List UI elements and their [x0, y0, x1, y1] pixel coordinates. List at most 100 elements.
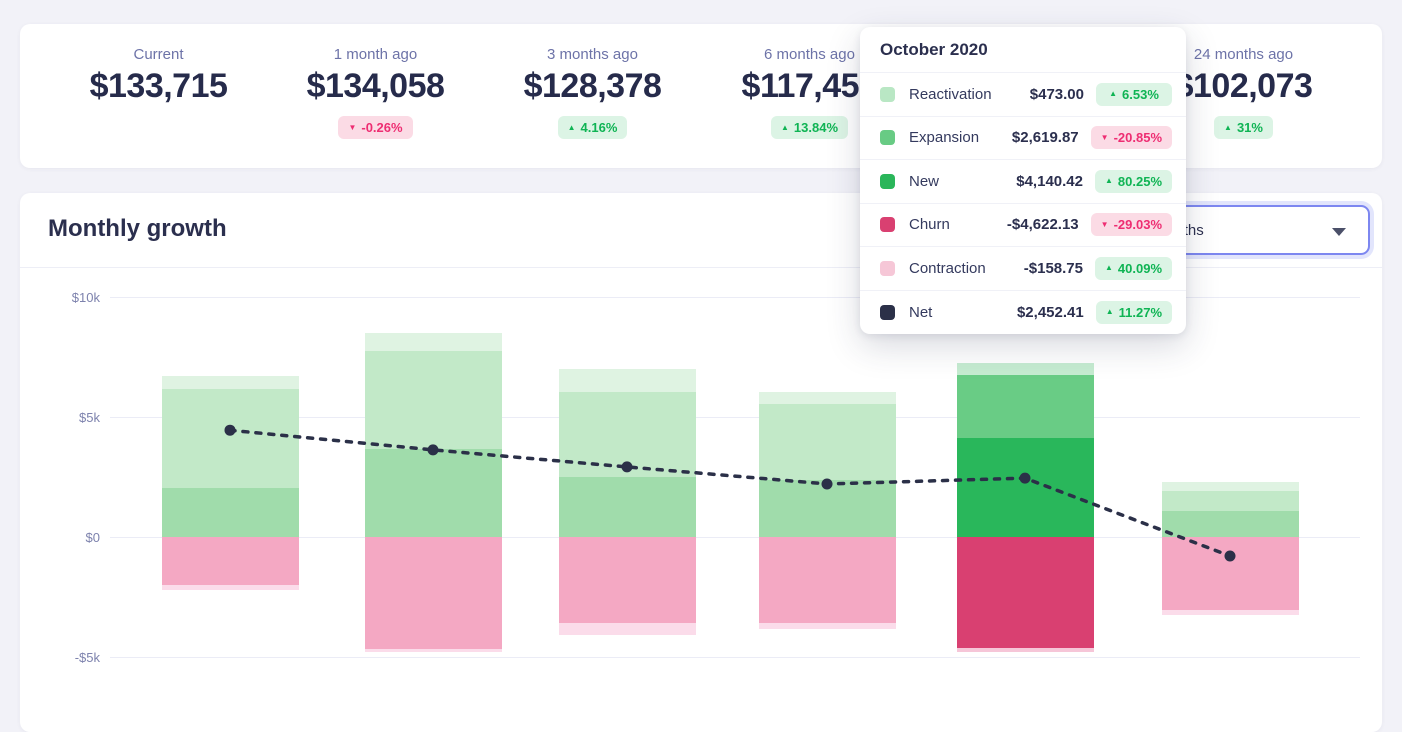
tooltip-row-value: -$158.75 — [1023, 259, 1083, 277]
bar-segment-expansion[interactable] — [161, 389, 299, 488]
change-badge: ▼ -29.03% — [1090, 213, 1172, 237]
stat-6-months-ago[interactable]: 6 months ago $117,459 ▲ 13.84% — [701, 46, 918, 168]
bar-segment-new[interactable] — [956, 437, 1094, 537]
net-data-point[interactable] — [1224, 550, 1236, 562]
bar-segment-new[interactable] — [558, 477, 696, 537]
tooltip-row-expansion: Expansion $2,619.87 ▼ -20.85% — [860, 117, 1186, 160]
churn-swatch-icon — [880, 217, 895, 233]
bar-segment-churn[interactable] — [558, 537, 696, 624]
expansion-swatch-icon — [880, 130, 895, 146]
y-axis-tick-label: -$5k — [74, 650, 100, 665]
stat-value: $117,459 — [741, 67, 878, 105]
arrow-up-icon: ▲ — [1104, 263, 1113, 273]
bar-segment-reactivation[interactable] — [758, 391, 896, 404]
tooltip-row-value: $4,140.42 — [1016, 172, 1083, 190]
stat-1-month-ago[interactable]: 1 month ago $134,058 ▼ -0.26% — [267, 46, 484, 168]
bar-segment-reactivation[interactable] — [1161, 482, 1299, 492]
tooltip-row-label: Expansion — [909, 129, 980, 147]
arrow-up-icon: ▲ — [780, 122, 789, 132]
stat-24-months-ago[interactable]: 24 months ago $102,073 ▲ 31% — [1135, 46, 1352, 168]
net-data-point[interactable] — [821, 478, 833, 490]
bar-segment-reactivation[interactable] — [558, 369, 696, 392]
gridline — [110, 537, 1360, 538]
net-data-point[interactable] — [621, 461, 633, 473]
contraction-swatch-icon — [880, 260, 895, 276]
arrow-down-icon: ▼ — [1100, 132, 1109, 142]
tooltip-row-label: Net — [909, 303, 933, 321]
tooltip-row-value: $2,452.41 — [1016, 303, 1084, 321]
bar-segment-expansion[interactable] — [1161, 491, 1299, 512]
bar-segment-churn[interactable] — [364, 537, 502, 649]
arrow-down-icon: ▼ — [1100, 219, 1109, 229]
bar-segment-new[interactable] — [161, 487, 299, 537]
arrow-up-icon: ▲ — [1104, 176, 1113, 186]
bar-segment-contraction[interactable] — [1161, 610, 1299, 615]
tooltip-row-net: Net $2,452.41 ▲ 11.27% — [860, 291, 1186, 335]
y-axis-tick-label: $5k — [79, 410, 100, 425]
tooltip-row-label: New — [909, 172, 940, 190]
arrow-down-icon: ▼ — [348, 122, 357, 132]
page-title: Monthly growth — [48, 215, 227, 242]
tooltip-row-value: $473.00 — [1029, 85, 1084, 103]
bar-segment-contraction[interactable] — [558, 623, 696, 636]
net-data-point[interactable] — [224, 424, 236, 436]
growth-chart[interactable]: $10k $5k $0 -$5k — [20, 193, 1382, 732]
bar-segment-expansion[interactable] — [758, 403, 896, 480]
bar-segment-contraction[interactable] — [956, 647, 1094, 652]
change-badge: ▲ 31% — [1214, 116, 1273, 139]
arrow-up-icon: ▲ — [1105, 307, 1114, 317]
arrow-up-icon: ▲ — [1109, 89, 1118, 99]
change-badge: ▼ -0.26% — [338, 116, 413, 139]
gridline — [110, 297, 1360, 298]
tooltip-row-label: Contraction — [909, 259, 986, 277]
stat-value: $102,073 — [1174, 67, 1313, 105]
bar-segment-churn[interactable] — [956, 537, 1094, 648]
stat-current[interactable]: Current $133,715 — [50, 46, 267, 168]
net-swatch-icon — [880, 304, 895, 320]
bar-segment-churn[interactable] — [758, 537, 896, 624]
bar-segment-reactivation[interactable] — [161, 376, 299, 390]
net-data-point[interactable] — [427, 444, 439, 456]
tooltip-month-title: October 2020 — [860, 27, 1186, 73]
bar-segment-expansion[interactable] — [956, 374, 1094, 438]
y-axis-tick-label: $10k — [71, 290, 100, 305]
change-badge: ▲ 13.84% — [770, 116, 848, 139]
arrow-up-icon: ▲ — [1224, 122, 1232, 132]
bar-segment-expansion[interactable] — [364, 351, 502, 450]
stat-label: 24 months ago — [1193, 46, 1294, 63]
change-badge: ▲ 6.53% — [1096, 82, 1172, 106]
stat-value: $134,058 — [306, 67, 445, 105]
tooltip-row-churn: Churn -$4,622.13 ▼ -29.03% — [860, 204, 1186, 247]
bar-segment-reactivation[interactable] — [364, 333, 502, 351]
bar-segment-contraction[interactable] — [161, 585, 299, 590]
chart-tooltip: October 2020 Reactivation $473.00 ▲ 6.53%… — [860, 27, 1186, 334]
tooltip-row-contraction: Contraction -$158.75 ▲ 40.09% — [860, 247, 1186, 291]
y-axis-tick-label: $0 — [85, 530, 100, 545]
bar-segment-contraction[interactable] — [758, 623, 896, 630]
stat-label: Current — [133, 46, 184, 63]
bar-segment-contraction[interactable] — [364, 648, 502, 653]
change-badge: ▲ 80.25% — [1094, 169, 1172, 193]
net-data-point[interactable] — [1019, 472, 1031, 484]
tooltip-row-value: -$4,622.13 — [1006, 216, 1079, 234]
tooltip-row-reactivation: Reactivation $473.00 ▲ 6.53% — [860, 73, 1186, 117]
reactivation-swatch-icon — [880, 86, 895, 102]
tooltip-row-value: $2,619.87 — [1011, 129, 1079, 147]
net-line — [224, 424, 1236, 562]
change-badge: ▲ 11.27% — [1095, 300, 1172, 324]
bar-segment-churn[interactable] — [161, 537, 299, 585]
change-badge: ▲ 40.09% — [1094, 256, 1172, 280]
stat-value: $133,715 — [89, 67, 228, 105]
gridline — [110, 657, 1360, 658]
bar-segment-new[interactable] — [1161, 511, 1299, 537]
bar-segment-churn[interactable] — [1161, 537, 1299, 611]
stat-label: 1 month ago — [333, 46, 418, 63]
change-badge: ▼ -20.85% — [1090, 126, 1172, 150]
bar-segment-new[interactable] — [364, 449, 502, 537]
stat-3-months-ago[interactable]: 3 months ago $128,378 ▲ 4.16% — [484, 46, 701, 168]
new-swatch-icon — [880, 173, 895, 189]
bar-segment-reactivation[interactable] — [956, 363, 1094, 375]
arrow-up-icon: ▲ — [567, 122, 576, 132]
stat-label: 6 months ago — [764, 46, 855, 63]
tooltip-row-label: Churn — [909, 216, 950, 234]
